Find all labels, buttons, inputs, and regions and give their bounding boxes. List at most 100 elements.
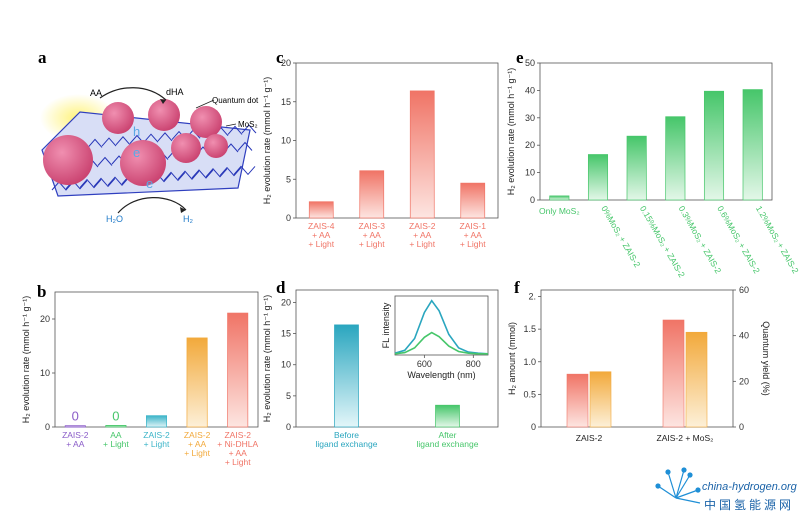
y-tick-label: 15: [281, 329, 291, 339]
panel-label-e: e: [516, 48, 524, 67]
x-category-label: 0%MoS₂ + ZAIS-2: [599, 204, 642, 269]
dandelion-logo-icon: [655, 467, 701, 504]
chart-e: 0 10 20 30 40 50 H₂ evolution rate (mmol h⁻¹ g…: [506, 58, 800, 279]
lattice-bond: [241, 124, 257, 134]
y-tick-label: 5: [286, 174, 291, 184]
panel-label-b: b: [37, 282, 46, 301]
quantum-dot: [190, 106, 222, 138]
x-category-label: ZAIS-3: [359, 221, 386, 231]
bar: [662, 319, 685, 428]
bar: [703, 90, 725, 201]
y-tick-label: 10: [281, 136, 291, 146]
lattice-bond: [157, 132, 173, 142]
y-tick-label: 0: [286, 213, 291, 223]
inset-x-axis-label: Wavelength (nm): [407, 370, 475, 380]
x-category-label: ZAIS-2 + MoS₂: [657, 433, 714, 443]
mos2-label: MoS₂: [238, 120, 258, 129]
x-category-label: ZAIS-2: [143, 430, 170, 440]
x-category-label: + Light: [308, 239, 334, 249]
y-tick-label: 5: [286, 391, 291, 401]
y-axis-label: H₂ evolution rate (mmol h⁻¹ g⁻¹): [262, 295, 272, 423]
y-tick-label: 15: [281, 97, 291, 107]
hole-label: h: [133, 124, 140, 139]
bar: [549, 195, 570, 201]
lattice-bond: [233, 165, 256, 176]
electron-label-bottom: e: [146, 176, 153, 191]
chart-d: 0 5 10 15 20 H₂ evolution rate (mmol h⁻¹ g⁻¹)…: [262, 289, 499, 449]
y-axis-label: H₂ evolution rate (mmol h⁻¹ g⁻¹): [262, 77, 272, 205]
x-category-label: ZAIS-4: [308, 221, 335, 231]
panel-label-c: c: [276, 48, 284, 67]
bar: [105, 425, 127, 428]
lattice-bond: [93, 177, 116, 188]
x-category-label: ZAIS-2: [576, 433, 603, 443]
bar-value-label: 0: [72, 409, 79, 424]
x-category-label: ZAIS-2: [184, 430, 211, 440]
y-tick-label: 0: [531, 422, 536, 432]
bar: [626, 135, 647, 201]
lattice-bond: [219, 166, 242, 177]
x-category-label: AA: [110, 430, 122, 440]
x-category-label: ZAIS-2: [62, 430, 89, 440]
bar: [409, 90, 435, 219]
y-tick-label: 1.0: [523, 357, 536, 367]
lattice-bond: [101, 137, 117, 147]
quantum-dot: [102, 102, 134, 134]
bar: [308, 201, 334, 219]
chart-c: 0 5 10 15 20 H₂ evolution rate (mmol h⁻¹ g⁻¹)…: [262, 58, 499, 249]
aa-label: AA: [90, 88, 102, 98]
x-category-label: ZAIS-2: [224, 430, 251, 440]
x-category-label: 0.3%MoS₂ + ZAIS-2: [677, 204, 724, 275]
lattice-bond: [227, 125, 243, 135]
panel-label-a: a: [38, 48, 47, 67]
x-category-label: + AA: [464, 230, 483, 240]
x-category-label: After: [439, 430, 457, 440]
y-tick-label: 20: [40, 314, 50, 324]
y2-tick-label: 20: [739, 376, 749, 386]
bar-value-label: 0: [112, 408, 119, 423]
h2-label: H₂: [183, 214, 193, 224]
y2-tick-label: 40: [739, 331, 749, 341]
bar: [589, 371, 612, 428]
h2o-arrow: [117, 197, 187, 214]
x-category-label: + AA: [413, 230, 432, 240]
y-tick-label: 0: [286, 422, 291, 432]
y-tick-label: 40: [525, 85, 535, 95]
y-tick-label: 20: [281, 297, 291, 307]
x-category-label: + AA: [66, 439, 85, 449]
x-category-label: + Ni-DHLA: [217, 439, 258, 449]
x-category-label: + AA: [312, 230, 331, 240]
x-category-label: Only MoS₂: [539, 206, 580, 216]
y-axis-label: H₂ evolution rate (mmol h⁻¹ g⁻¹): [21, 296, 31, 424]
y-tick-label: 0: [45, 422, 50, 432]
y-tick-label: 2.: [528, 292, 536, 302]
bar: [587, 154, 609, 201]
lattice-bond: [177, 170, 200, 180]
y-tick-label: 10: [281, 360, 291, 370]
inset-y-axis-label: FL intensity: [381, 302, 391, 348]
lattice-bond: [115, 136, 131, 146]
schematic-illustration: AA dHA Quantum dot MoS₂ h e e H₂O H₂: [40, 87, 259, 224]
bar: [227, 312, 249, 428]
y-tick-label: 10: [40, 368, 50, 378]
y-axis-label: H₂ evolution rate (mmol h⁻¹ g⁻¹): [506, 68, 516, 196]
quantum-dot: [43, 135, 93, 185]
dha-label: dHA: [166, 87, 184, 97]
lattice-bond: [163, 171, 186, 182]
quantum-dot: [120, 140, 166, 186]
inset-x-tick-label: 600: [417, 359, 432, 369]
lattice-bond: [51, 181, 74, 191]
y-tick-label: 20: [281, 58, 291, 68]
y-tick-label: 50: [525, 58, 535, 68]
quantum-dot: [204, 134, 228, 158]
plot-frame: [295, 289, 499, 428]
x-category-label: ligand exchange: [316, 439, 378, 449]
y2-tick-label: 60: [739, 285, 749, 295]
quantum-dot: [148, 99, 180, 131]
x-category-label: + Light: [460, 239, 486, 249]
lattice-bond: [87, 138, 103, 148]
h2o-label: H₂O: [106, 214, 123, 224]
y-tick-label: 20: [525, 140, 535, 150]
lattice-bond: [205, 168, 228, 178]
panel-label-d: d: [276, 278, 286, 297]
